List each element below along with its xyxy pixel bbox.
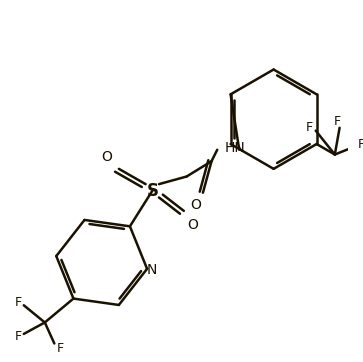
- Text: O: O: [101, 150, 112, 164]
- Text: S: S: [146, 182, 158, 200]
- Text: HN: HN: [225, 141, 246, 155]
- Text: N: N: [147, 262, 157, 277]
- Text: F: F: [306, 121, 313, 134]
- Text: F: F: [358, 139, 363, 151]
- Text: F: F: [15, 330, 22, 343]
- Text: O: O: [190, 198, 201, 212]
- Text: F: F: [334, 115, 341, 127]
- Text: F: F: [57, 342, 64, 355]
- Text: O: O: [187, 218, 198, 232]
- Text: F: F: [15, 296, 22, 309]
